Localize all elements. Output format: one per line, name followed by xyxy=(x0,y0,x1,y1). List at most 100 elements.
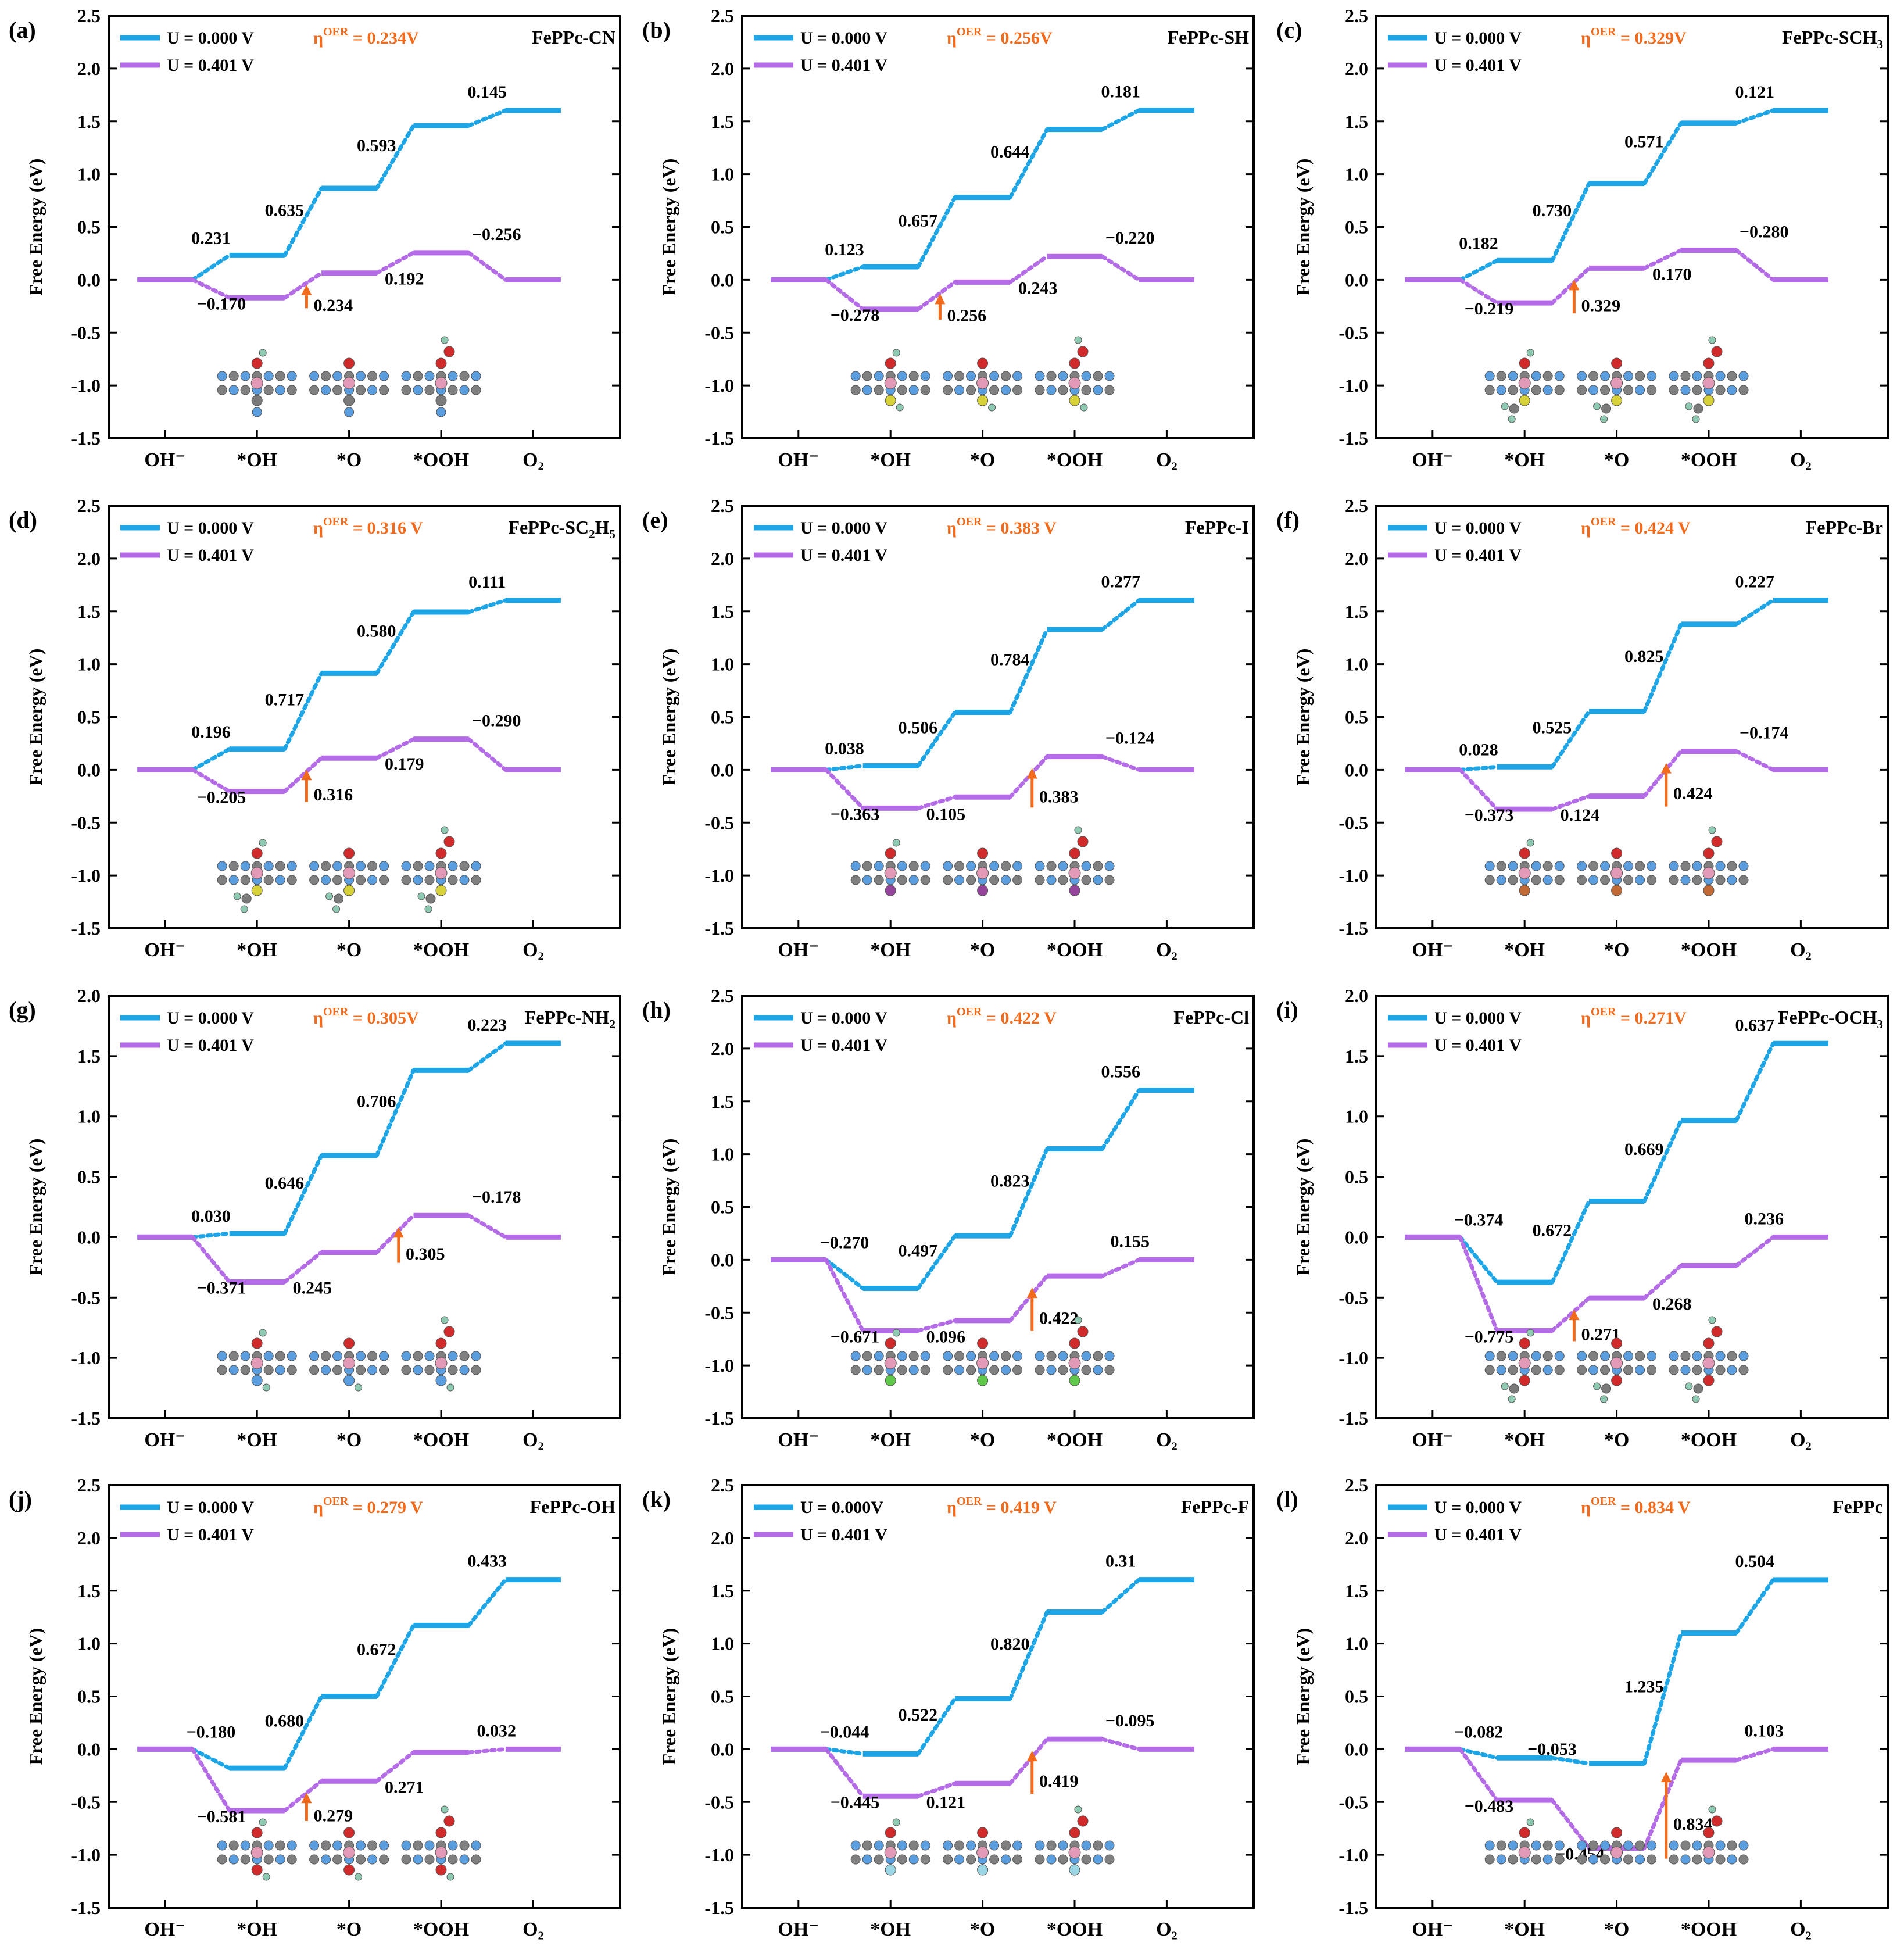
fe-atom xyxy=(1068,1357,1081,1369)
atom xyxy=(874,875,884,885)
atom xyxy=(401,861,411,871)
atom xyxy=(309,875,320,885)
connector-u1 xyxy=(190,277,232,300)
y-axis-label: Free Energy (eV) xyxy=(1293,1139,1314,1276)
atom xyxy=(874,1840,884,1851)
o-atom xyxy=(1711,1326,1723,1337)
atom xyxy=(1669,385,1679,395)
step-label-u0: 0.680 xyxy=(265,1711,305,1730)
y-tick-label: 1.5 xyxy=(77,1046,101,1067)
y-axis-label: Free Energy (eV) xyxy=(25,649,46,786)
atom xyxy=(1012,875,1023,885)
h-atom xyxy=(1526,839,1534,847)
o-atom xyxy=(1703,1827,1715,1838)
atom xyxy=(1727,1365,1737,1375)
step-label-u1: −0.373 xyxy=(1465,806,1514,825)
atom xyxy=(287,1840,297,1851)
atom xyxy=(1081,1365,1091,1375)
atom xyxy=(217,861,227,871)
step-label-u0: 0.730 xyxy=(1533,201,1572,220)
x-tick-label: O₂ xyxy=(522,1429,544,1451)
atom xyxy=(1035,371,1045,381)
y-tick-label: 1.0 xyxy=(77,1633,101,1654)
axial-ligand-atom xyxy=(1703,885,1715,896)
legend-label-u1: U = 0.401 V xyxy=(1434,56,1522,75)
panel-k: 2.5 2.0 1.5 1.0 0.5 0.0 -0.5 -1.0 -1.5 OH⁻ *OH *O *O… xyxy=(642,1475,1255,1940)
step-label-u1: 0.170 xyxy=(1652,264,1692,284)
step-label-u1: 0.236 xyxy=(1744,1209,1784,1228)
atom xyxy=(1001,861,1011,871)
y-tick-label: 1.5 xyxy=(1345,111,1368,132)
atom xyxy=(1715,1365,1726,1375)
o-atom xyxy=(435,357,447,369)
atom xyxy=(1508,385,1518,395)
x-tick-label: *OOH xyxy=(1681,1919,1737,1940)
atom xyxy=(874,861,884,871)
step-label-u1: −0.278 xyxy=(831,306,880,325)
h-atom xyxy=(441,1805,449,1814)
x-tick-label: O₂ xyxy=(522,939,544,961)
atom xyxy=(897,1365,907,1375)
connector-u1 xyxy=(1734,1235,1776,1268)
atom xyxy=(332,875,343,885)
h-atom xyxy=(1708,1316,1716,1324)
step-label-u1: −0.671 xyxy=(831,1327,880,1346)
atom xyxy=(1104,1365,1115,1375)
atom xyxy=(862,1351,872,1361)
axial-ligand-atom xyxy=(1611,395,1623,406)
pds-arrow-head xyxy=(1569,1310,1580,1321)
atom xyxy=(874,1351,884,1361)
y-tick-label: 1.0 xyxy=(711,1633,734,1654)
connector-u0 xyxy=(1550,709,1591,769)
h-atom xyxy=(892,1818,900,1826)
step-label-u1: 0.103 xyxy=(1744,1721,1784,1740)
y-tick-label: 1.0 xyxy=(1345,1106,1368,1127)
y-tick-label: -0.5 xyxy=(704,1302,734,1323)
fe-atom xyxy=(1610,867,1623,879)
axial-ligand-atom xyxy=(1501,402,1509,410)
atom xyxy=(943,1854,953,1865)
connector-u0 xyxy=(282,1694,324,1770)
fe-atom xyxy=(343,377,356,389)
h-atom xyxy=(1074,336,1082,344)
atom xyxy=(1081,371,1091,381)
atom xyxy=(1715,1840,1726,1851)
fe-atom xyxy=(884,377,897,389)
catalyst-name: FePPc-OCH3 xyxy=(1778,1007,1883,1031)
y-tick-label: 0.0 xyxy=(77,1226,101,1247)
o-atom xyxy=(1703,1337,1715,1349)
connector-u0 xyxy=(1734,1041,1776,1123)
fe-atom xyxy=(1702,377,1715,389)
fe-atom xyxy=(976,1846,989,1859)
atom xyxy=(1058,385,1068,395)
atom xyxy=(401,371,411,381)
atom xyxy=(471,1365,481,1375)
y-tick-label: -1.5 xyxy=(704,1897,734,1918)
atom xyxy=(1738,1365,1749,1375)
x-tick-label: *O xyxy=(1604,939,1629,961)
atom xyxy=(908,875,919,885)
fe-atom xyxy=(435,1846,448,1859)
x-tick-label: *OOH xyxy=(413,939,469,961)
catalyst-name: FePPc-I xyxy=(1185,517,1249,538)
axial-ligand-atom xyxy=(262,1873,270,1881)
atom xyxy=(966,861,976,871)
atom xyxy=(1508,1365,1518,1375)
legend-label-u0: U = 0.000 V xyxy=(800,1008,887,1028)
atom xyxy=(379,1840,389,1851)
connector-u1 xyxy=(467,1747,508,1755)
connector-u0 xyxy=(824,264,865,282)
axial-ligand-atom xyxy=(1600,415,1608,423)
connector-u1 xyxy=(1734,749,1776,772)
panel-letter: (d) xyxy=(9,507,37,533)
atom xyxy=(1104,1854,1115,1865)
atom xyxy=(966,1351,976,1361)
axial-ligand-atom xyxy=(977,395,989,406)
panel-a: 2.5 2.0 1.5 1.0 0.5 0.0 -0.5 -1.0 -1.5 OH⁻ *OH *O *O… xyxy=(9,5,621,471)
atom xyxy=(275,1351,285,1361)
connector-u1 xyxy=(1642,248,1683,270)
atom xyxy=(989,371,1000,381)
connector-u1 xyxy=(282,756,324,794)
fe-atom xyxy=(976,377,989,389)
y-tick-label: -0.5 xyxy=(1338,322,1368,343)
